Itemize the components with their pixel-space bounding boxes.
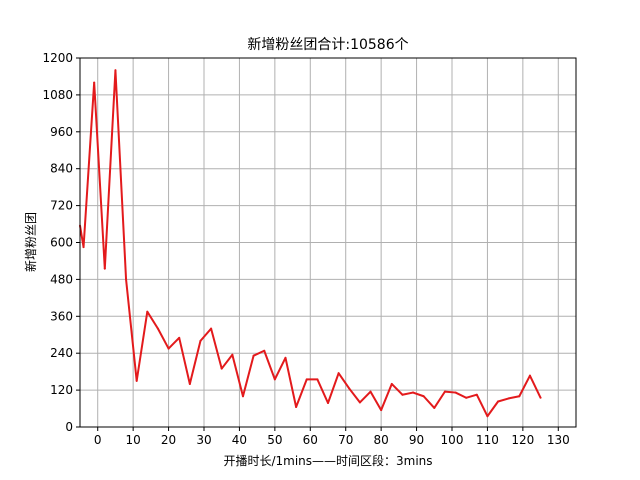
y-tick-label: 1200 bbox=[42, 51, 73, 65]
data-point bbox=[507, 397, 510, 400]
data-point bbox=[390, 382, 393, 385]
x-axis-label: 开播时长/1mins——时间区段：3mins bbox=[223, 453, 432, 468]
data-point bbox=[295, 406, 298, 409]
y-tick-label: 480 bbox=[50, 272, 73, 286]
data-point bbox=[348, 387, 351, 390]
x-tick-label: 0 bbox=[94, 433, 102, 447]
y-tick-label: 240 bbox=[50, 346, 73, 360]
data-point bbox=[443, 390, 446, 393]
data-point bbox=[401, 393, 404, 396]
data-point bbox=[231, 353, 234, 356]
data-point bbox=[273, 378, 276, 381]
y-tick-label: 360 bbox=[50, 309, 73, 323]
data-point bbox=[210, 327, 213, 330]
data-point bbox=[358, 401, 361, 404]
data-point bbox=[412, 391, 415, 394]
data-point bbox=[433, 406, 436, 409]
x-tick-label: 50 bbox=[267, 433, 282, 447]
tick-layer: 0 10 20 30 40 50 60 70 80 90 100 110 120 130 0 120 240 36… bbox=[42, 51, 569, 447]
y-tick-label: 1080 bbox=[42, 88, 73, 102]
y-tick-label: 600 bbox=[50, 236, 73, 250]
data-point bbox=[93, 81, 96, 84]
data-point bbox=[167, 347, 170, 350]
data-point bbox=[497, 400, 500, 403]
data-point bbox=[284, 356, 287, 359]
x-tick-label: 130 bbox=[547, 433, 570, 447]
data-point bbox=[135, 379, 138, 382]
chart-title: 新增粉丝团合计:10586个 bbox=[247, 37, 408, 53]
data-point bbox=[369, 390, 372, 393]
data-point bbox=[125, 278, 128, 281]
data-point bbox=[528, 374, 531, 377]
data-point bbox=[114, 69, 117, 72]
y-tick-label: 840 bbox=[50, 162, 73, 176]
data-point bbox=[252, 354, 255, 357]
data-point bbox=[454, 391, 457, 394]
data-point bbox=[380, 409, 383, 412]
y-tick-label: 120 bbox=[50, 383, 73, 397]
x-tick-label: 110 bbox=[476, 433, 499, 447]
data-point bbox=[316, 378, 319, 381]
data-point bbox=[422, 395, 425, 398]
data-point bbox=[82, 246, 85, 249]
data-point bbox=[103, 267, 106, 270]
x-tick-label: 20 bbox=[161, 433, 176, 447]
y-tick-label: 0 bbox=[65, 420, 73, 434]
data-point bbox=[156, 327, 159, 330]
data-point bbox=[146, 310, 149, 313]
x-tick-label: 60 bbox=[303, 433, 318, 447]
x-tick-label: 90 bbox=[409, 433, 424, 447]
series-layer bbox=[79, 69, 542, 418]
x-tick-label: 10 bbox=[126, 433, 141, 447]
data-point bbox=[518, 395, 521, 398]
data-point bbox=[178, 336, 181, 339]
data-point bbox=[241, 395, 244, 398]
x-tick-label: 40 bbox=[232, 433, 247, 447]
data-point bbox=[199, 339, 202, 342]
data-point bbox=[486, 415, 489, 418]
data-point bbox=[337, 372, 340, 375]
x-tick-label: 70 bbox=[338, 433, 353, 447]
data-point bbox=[327, 402, 329, 405]
data-point bbox=[220, 367, 223, 370]
x-tick-label: 120 bbox=[511, 433, 534, 447]
x-tick-label: 30 bbox=[196, 433, 211, 447]
x-tick-label: 80 bbox=[374, 433, 389, 447]
y-tick-label: 720 bbox=[50, 199, 73, 213]
y-axis-label: 新增粉丝团 bbox=[23, 212, 38, 272]
data-point bbox=[539, 396, 542, 399]
data-point bbox=[263, 349, 266, 352]
data-point bbox=[305, 378, 308, 381]
x-tick-label: 100 bbox=[441, 433, 464, 447]
data-point bbox=[465, 396, 468, 399]
data-point bbox=[475, 393, 478, 396]
data-point bbox=[188, 382, 191, 385]
y-tick-label: 960 bbox=[50, 125, 73, 139]
